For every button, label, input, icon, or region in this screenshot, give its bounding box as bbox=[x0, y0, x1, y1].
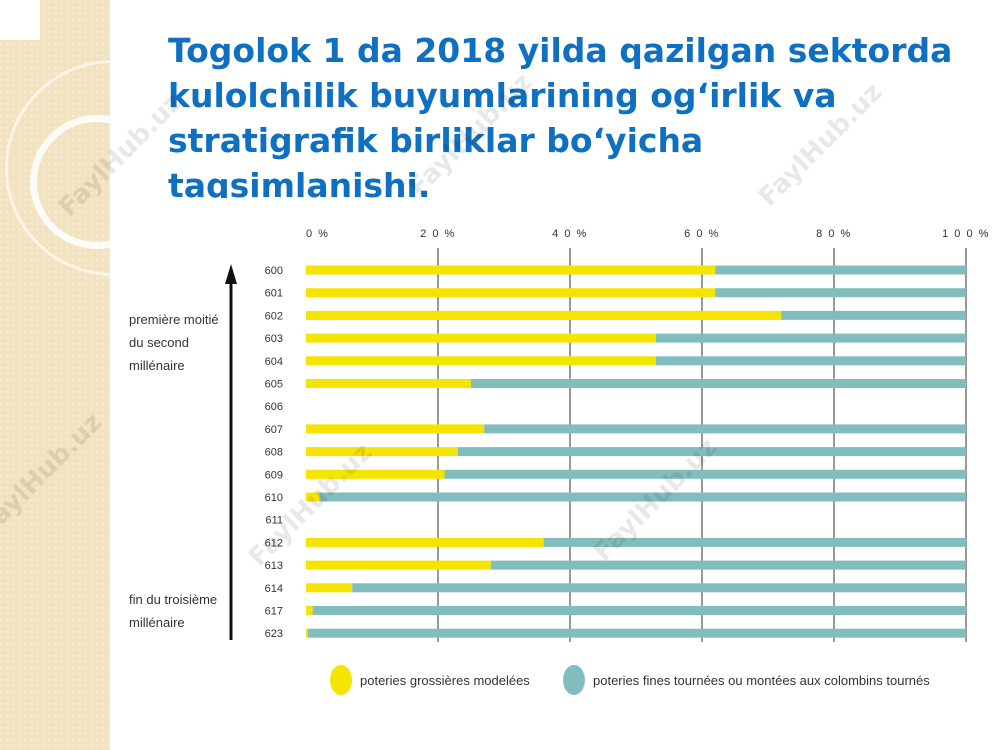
bar-coarse-pottery bbox=[306, 606, 313, 615]
x-tick-label: 0 % bbox=[306, 228, 329, 240]
legend-item-fine: poteries fines tournées ou montées aux c… bbox=[563, 665, 930, 695]
chronology-arrow-head bbox=[225, 264, 237, 284]
category-label: 604 bbox=[265, 356, 283, 368]
bar-coarse-pottery bbox=[306, 447, 458, 457]
legend-swatch-fine bbox=[563, 665, 585, 695]
bar-fine-pottery bbox=[490, 560, 966, 570]
category-label: 608 bbox=[265, 447, 283, 459]
period-label-upper-line: du second bbox=[129, 335, 189, 350]
decorative-ring-large bbox=[5, 60, 221, 276]
period-label-upper-line: première moitié bbox=[129, 312, 219, 327]
bar-fine-pottery bbox=[319, 492, 966, 502]
bar-coarse-pottery bbox=[306, 379, 471, 388]
x-tick-label: 1 0 0 % bbox=[942, 228, 990, 240]
x-tick-label: 8 0 % bbox=[816, 228, 852, 240]
period-label-upper-line: millénaire bbox=[129, 358, 185, 373]
period-label-lower: fin du troisième millénaire bbox=[129, 588, 217, 634]
category-label: 607 bbox=[265, 424, 283, 436]
bar-coarse-pottery bbox=[306, 560, 491, 570]
category-label: 605 bbox=[265, 379, 283, 391]
bar-fine-pottery bbox=[655, 333, 966, 343]
category-label: 601 bbox=[265, 288, 283, 300]
x-tick-label: 2 0 % bbox=[420, 228, 456, 240]
bar-coarse-pottery bbox=[306, 424, 485, 434]
bar-fine-pottery bbox=[444, 469, 967, 479]
bar-coarse-pottery bbox=[306, 583, 353, 593]
bar-fine-pottery bbox=[307, 628, 967, 638]
bar-coarse-pottery bbox=[306, 356, 656, 366]
category-label: 623 bbox=[265, 628, 283, 640]
bar-coarse-pottery bbox=[306, 469, 445, 479]
bar-coarse-pottery bbox=[306, 265, 716, 275]
category-label: 603 bbox=[265, 333, 283, 345]
bar-coarse-pottery bbox=[306, 537, 544, 547]
bar-fine-pottery bbox=[457, 447, 966, 457]
bar-fine-pottery bbox=[543, 537, 966, 547]
period-label-lower-line: millénaire bbox=[129, 615, 185, 630]
bar-fine-pottery bbox=[715, 288, 966, 298]
category-label: 611 bbox=[265, 515, 283, 527]
legend-label-coarse: poteries grossières modelées bbox=[360, 672, 530, 688]
corner-decoration bbox=[0, 0, 40, 40]
category-label: 613 bbox=[265, 560, 283, 572]
bar-fine-pottery bbox=[471, 379, 966, 388]
category-label: 610 bbox=[265, 492, 283, 504]
category-label: 606 bbox=[265, 401, 283, 413]
period-label-lower-line: fin du troisième bbox=[129, 592, 218, 607]
bar-fine-pottery bbox=[352, 583, 966, 593]
bar-fine-pottery bbox=[484, 424, 966, 434]
legend-item-coarse: poteries grossières modelées bbox=[330, 665, 530, 695]
category-label: 609 bbox=[265, 469, 283, 481]
bar-fine-pottery bbox=[655, 356, 966, 366]
decorative-ring-small bbox=[30, 115, 164, 249]
legend-swatch-coarse bbox=[330, 665, 352, 695]
bar-coarse-pottery bbox=[306, 288, 716, 298]
slide-title: Togolok 1 da 2018 yilda qazilgan sektord… bbox=[168, 31, 953, 198]
bar-fine-pottery bbox=[312, 606, 967, 615]
bar-coarse-pottery bbox=[306, 628, 308, 638]
bar-fine-pottery bbox=[781, 310, 966, 320]
category-label: 617 bbox=[265, 606, 283, 618]
bar-coarse-pottery bbox=[306, 492, 320, 502]
x-tick-label: 6 0 % bbox=[684, 228, 720, 240]
bar-fine-pottery bbox=[715, 265, 966, 275]
bar-coarse-pottery bbox=[306, 333, 656, 343]
category-label: 602 bbox=[265, 310, 283, 322]
x-tick-label: 4 0 % bbox=[552, 228, 588, 240]
legend-label-fine: poteries fines tournées ou montées aux c… bbox=[593, 672, 930, 688]
category-label: 600 bbox=[265, 265, 283, 277]
decorative-side-panel bbox=[0, 0, 221, 750]
period-label-upper: première moitié du second millénaire bbox=[129, 308, 219, 377]
category-label: 612 bbox=[265, 537, 283, 549]
bar-coarse-pottery bbox=[306, 310, 782, 320]
category-label: 614 bbox=[265, 583, 283, 595]
